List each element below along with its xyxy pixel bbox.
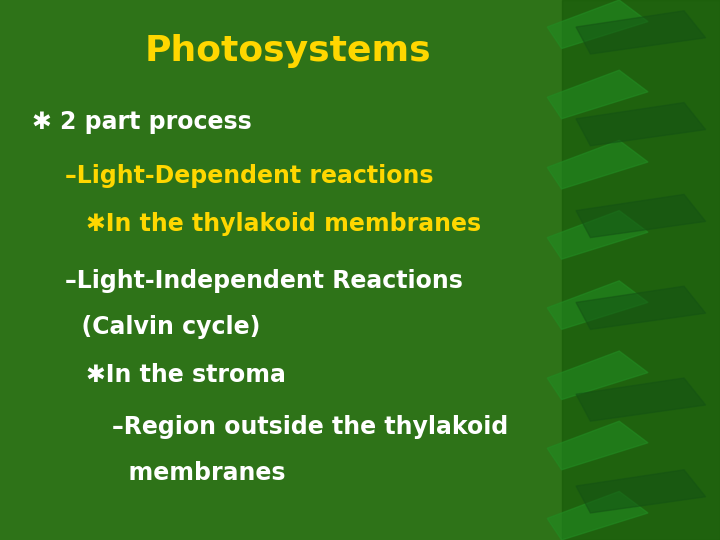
Text: Photosystems: Photosystems	[145, 35, 431, 68]
Text: ✱In the thylakoid membranes: ✱In the thylakoid membranes	[86, 212, 482, 236]
Text: ✱In the stroma: ✱In the stroma	[86, 363, 287, 387]
Polygon shape	[547, 281, 648, 329]
Polygon shape	[547, 140, 648, 189]
Text: –Light-Independent Reactions: –Light-Independent Reactions	[65, 269, 463, 293]
Polygon shape	[547, 0, 648, 49]
Text: membranes: membranes	[112, 461, 285, 484]
Polygon shape	[576, 11, 706, 54]
Bar	[562, 0, 720, 540]
Text: ✱ 2 part process: ✱ 2 part process	[32, 110, 252, 133]
Polygon shape	[576, 470, 706, 513]
Polygon shape	[547, 70, 648, 119]
Polygon shape	[576, 194, 706, 238]
Polygon shape	[547, 491, 648, 540]
Text: –Light-Dependent reactions: –Light-Dependent reactions	[65, 164, 433, 187]
Text: (Calvin cycle): (Calvin cycle)	[65, 315, 260, 339]
Polygon shape	[576, 286, 706, 329]
Polygon shape	[547, 211, 648, 259]
Polygon shape	[576, 103, 706, 146]
Polygon shape	[576, 378, 706, 421]
Polygon shape	[547, 351, 648, 400]
Text: –Region outside the thylakoid: –Region outside the thylakoid	[112, 415, 508, 438]
Polygon shape	[547, 421, 648, 470]
